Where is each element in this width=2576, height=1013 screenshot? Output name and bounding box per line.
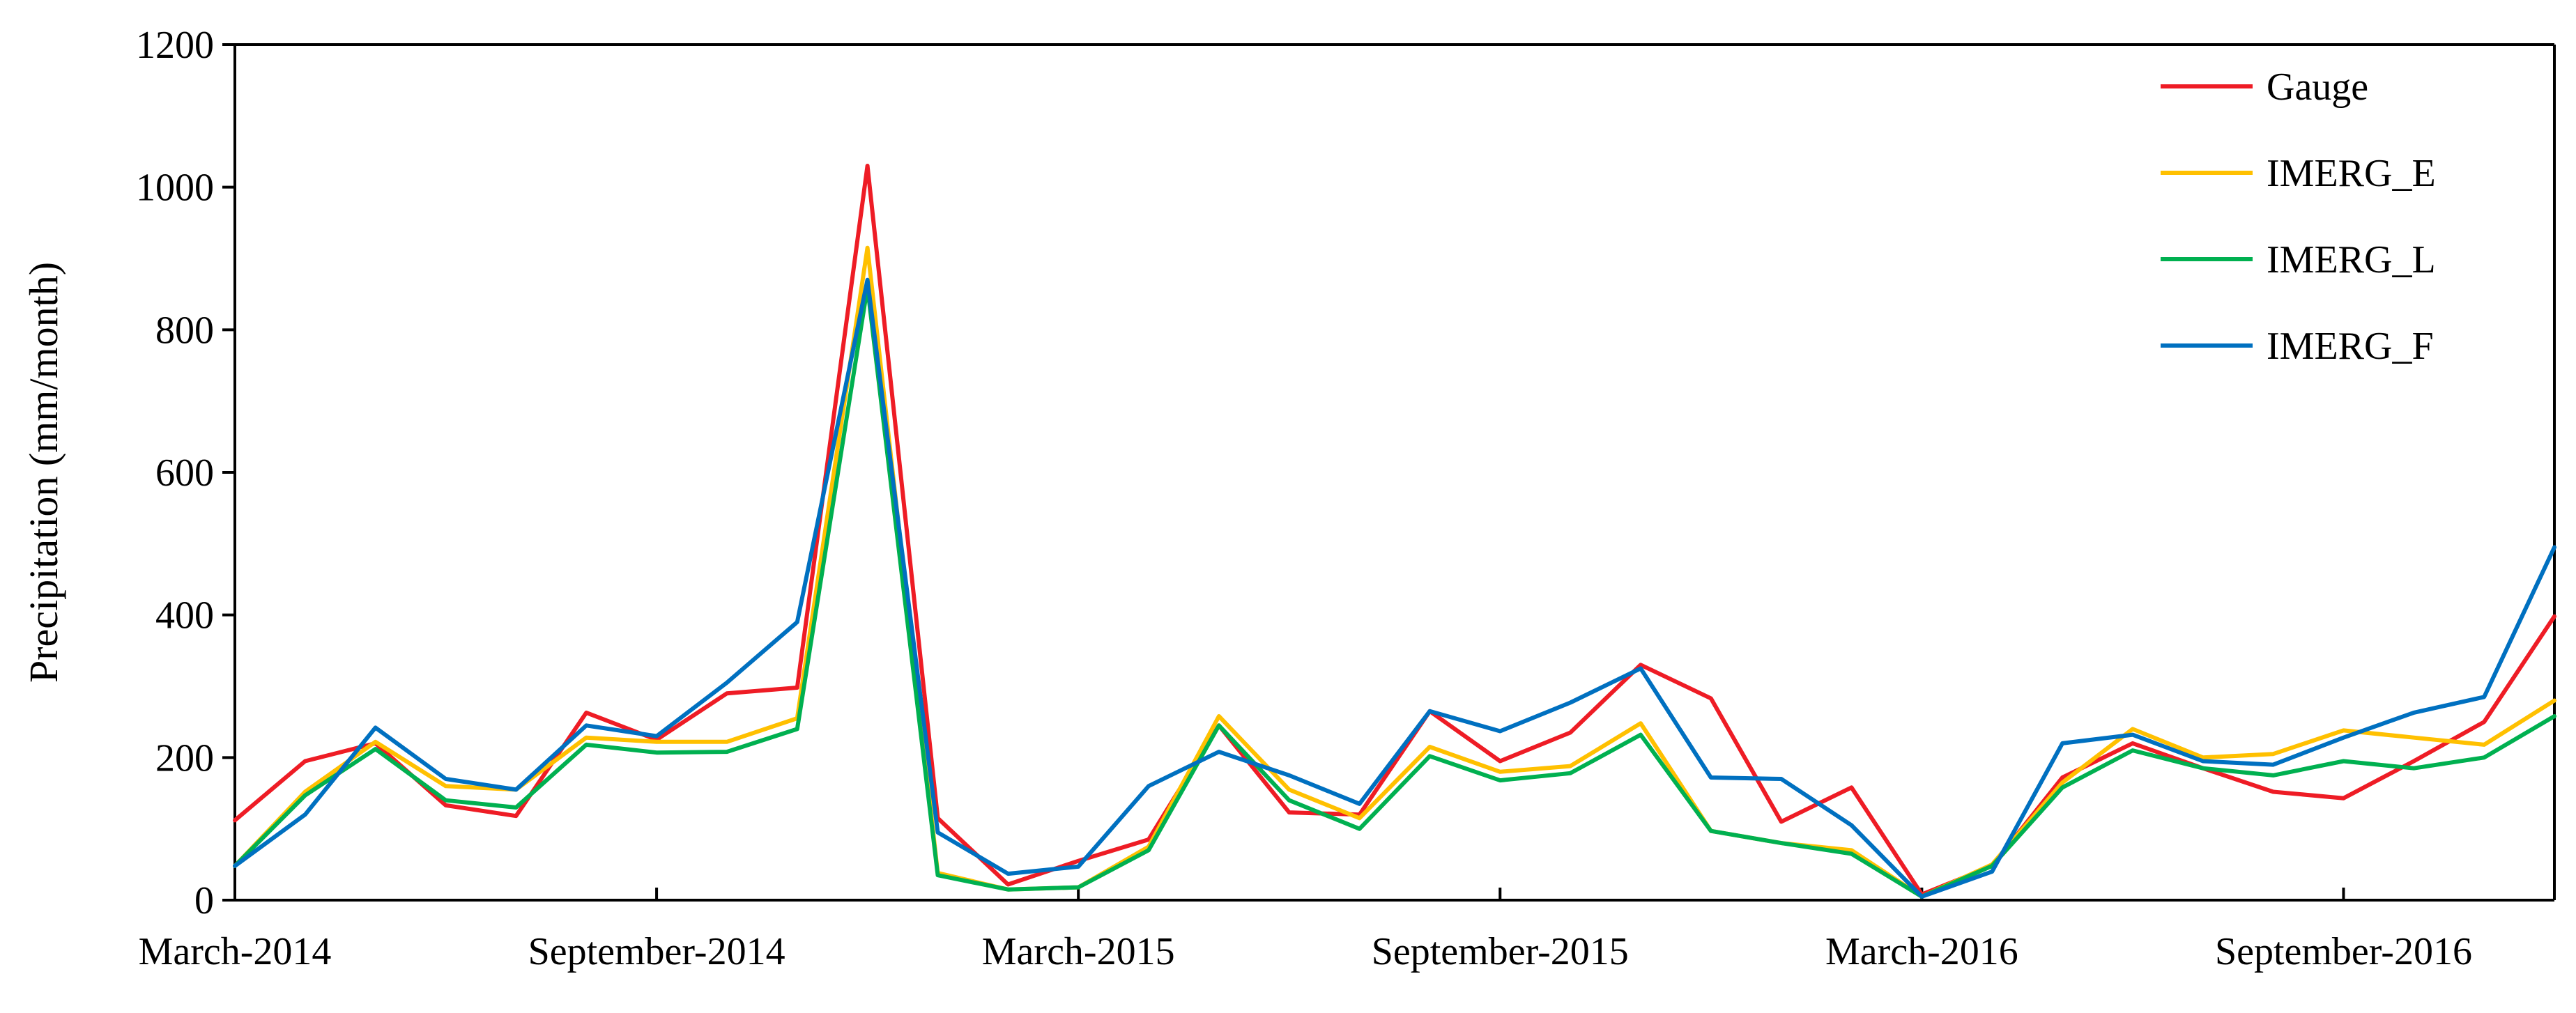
y-tick-label: 600: [155, 451, 214, 495]
x-tick-label: March-2014: [139, 930, 332, 973]
y-tick-label: 1000: [136, 167, 214, 210]
series-line-imerg-e: [233, 245, 2556, 899]
x-tick-label: September-2014: [528, 930, 785, 973]
legend-label: IMERG_L: [2267, 238, 2436, 281]
y-tick-label: 800: [155, 309, 214, 352]
series-line-imerg-l: [233, 284, 2556, 899]
legend-label: IMERG_F: [2267, 325, 2434, 368]
y-tick-label: 1200: [136, 24, 214, 67]
x-ticks: March-2014 September-2014 March-2015 Septem…: [139, 888, 2472, 973]
x-tick-label: September-2016: [2215, 930, 2472, 973]
legend: Gauge IMERG_E IMERG_L IMERG_F: [2161, 65, 2436, 368]
x-tick-label: March-2015: [982, 930, 1175, 973]
series-lines: [233, 164, 2556, 899]
x-tick-label: March-2016: [1825, 930, 2018, 973]
legend-label: Gauge: [2267, 65, 2368, 109]
y-axis-title: Precipitation (mm/month): [21, 262, 66, 683]
series-line-imerg-f: [233, 277, 2556, 899]
legend-label: IMERG_E: [2267, 152, 2436, 195]
series-line-gauge: [233, 164, 2556, 897]
y-tick-label: 400: [155, 594, 214, 637]
y-ticks: 0 200 400 600 800 1000 1200: [136, 24, 235, 922]
y-tick-label: 200: [155, 736, 214, 780]
y-tick-label: 0: [194, 879, 214, 922]
x-tick-label: September-2015: [1372, 930, 1629, 973]
